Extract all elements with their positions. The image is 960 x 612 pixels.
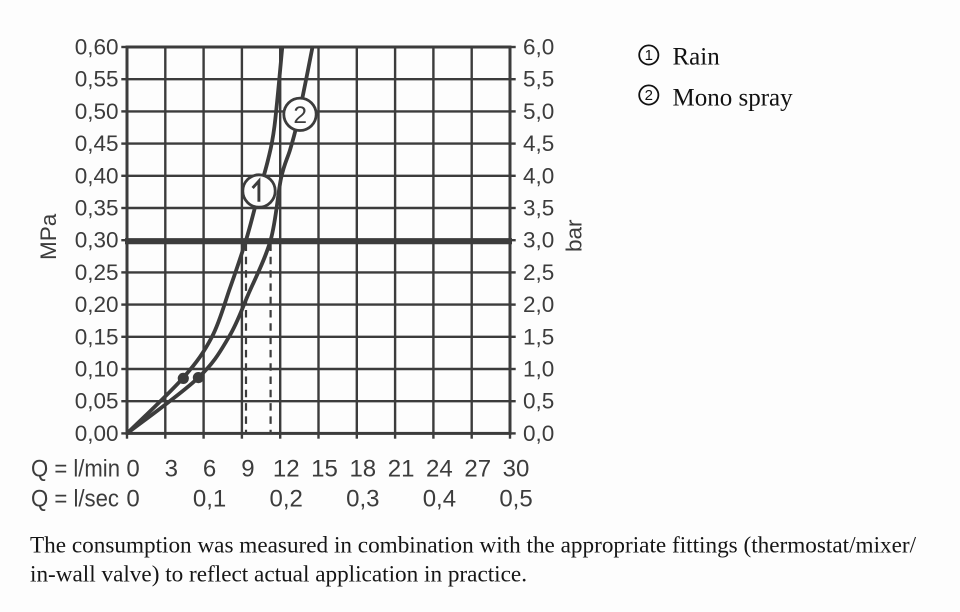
svg-text:3,5: 3,5 bbox=[523, 196, 554, 221]
svg-text:0,15: 0,15 bbox=[75, 324, 119, 349]
svg-text:0,05: 0,05 bbox=[75, 389, 119, 414]
svg-text:2,5: 2,5 bbox=[523, 260, 554, 285]
svg-text:0,25: 0,25 bbox=[75, 260, 119, 285]
svg-text:1,5: 1,5 bbox=[523, 324, 554, 349]
svg-text:0,1: 0,1 bbox=[193, 485, 226, 512]
svg-text:0: 0 bbox=[126, 455, 139, 482]
svg-text:0: 0 bbox=[126, 485, 139, 512]
svg-text:0,10: 0,10 bbox=[75, 357, 119, 382]
svg-text:0,3: 0,3 bbox=[346, 485, 379, 512]
svg-text:1: 1 bbox=[645, 47, 653, 64]
svg-text:Q = l/min: Q = l/min bbox=[31, 455, 120, 482]
svg-text:0,40: 0,40 bbox=[75, 163, 119, 188]
svg-text:1,0: 1,0 bbox=[523, 357, 554, 382]
svg-text:0,50: 0,50 bbox=[75, 99, 119, 124]
svg-text:0,5: 0,5 bbox=[499, 485, 532, 512]
svg-text:2,0: 2,0 bbox=[523, 292, 554, 317]
svg-text:bar: bar bbox=[561, 219, 586, 252]
svg-text:Mono spray: Mono spray bbox=[673, 85, 794, 112]
svg-text:0,60: 0,60 bbox=[75, 35, 119, 60]
svg-text:Q = l/sec: Q = l/sec bbox=[31, 485, 119, 512]
svg-text:6: 6 bbox=[203, 455, 216, 482]
svg-text:0,20: 0,20 bbox=[75, 292, 119, 317]
svg-text:0,4: 0,4 bbox=[423, 485, 456, 512]
svg-text:0,00: 0,00 bbox=[75, 421, 119, 446]
svg-text:4,0: 4,0 bbox=[523, 163, 554, 188]
svg-text:30: 30 bbox=[503, 455, 530, 482]
svg-text:24: 24 bbox=[426, 455, 453, 482]
svg-text:9: 9 bbox=[241, 455, 254, 482]
svg-text:5,5: 5,5 bbox=[523, 67, 554, 92]
svg-text:21: 21 bbox=[388, 455, 415, 482]
svg-text:2: 2 bbox=[293, 102, 307, 129]
svg-text:0,35: 0,35 bbox=[75, 196, 119, 221]
svg-text:0,5: 0,5 bbox=[523, 389, 554, 414]
svg-text:12: 12 bbox=[273, 455, 300, 482]
svg-text:0,30: 0,30 bbox=[75, 228, 119, 253]
svg-text:in-wall valve) to reflect actu: in-wall valve) to reflect actual applica… bbox=[30, 561, 527, 587]
svg-text:6,0: 6,0 bbox=[523, 35, 554, 60]
svg-text:MPa: MPa bbox=[36, 213, 61, 260]
svg-text:0,2: 0,2 bbox=[270, 485, 303, 512]
svg-text:3: 3 bbox=[165, 455, 178, 482]
svg-text:18: 18 bbox=[349, 455, 376, 482]
svg-text:The consumption was measured i: The consumption was measured in combinat… bbox=[30, 533, 917, 559]
svg-text:Rain: Rain bbox=[673, 43, 721, 70]
svg-text:27: 27 bbox=[464, 455, 491, 482]
svg-text:0,45: 0,45 bbox=[75, 131, 119, 156]
svg-text:4,5: 4,5 bbox=[523, 131, 554, 156]
svg-text:5,0: 5,0 bbox=[523, 99, 554, 124]
svg-text:0,55: 0,55 bbox=[75, 67, 119, 92]
svg-text:0,0: 0,0 bbox=[523, 421, 554, 446]
svg-text:3,0: 3,0 bbox=[523, 228, 554, 253]
svg-text:15: 15 bbox=[311, 455, 338, 482]
svg-text:2: 2 bbox=[645, 87, 653, 104]
